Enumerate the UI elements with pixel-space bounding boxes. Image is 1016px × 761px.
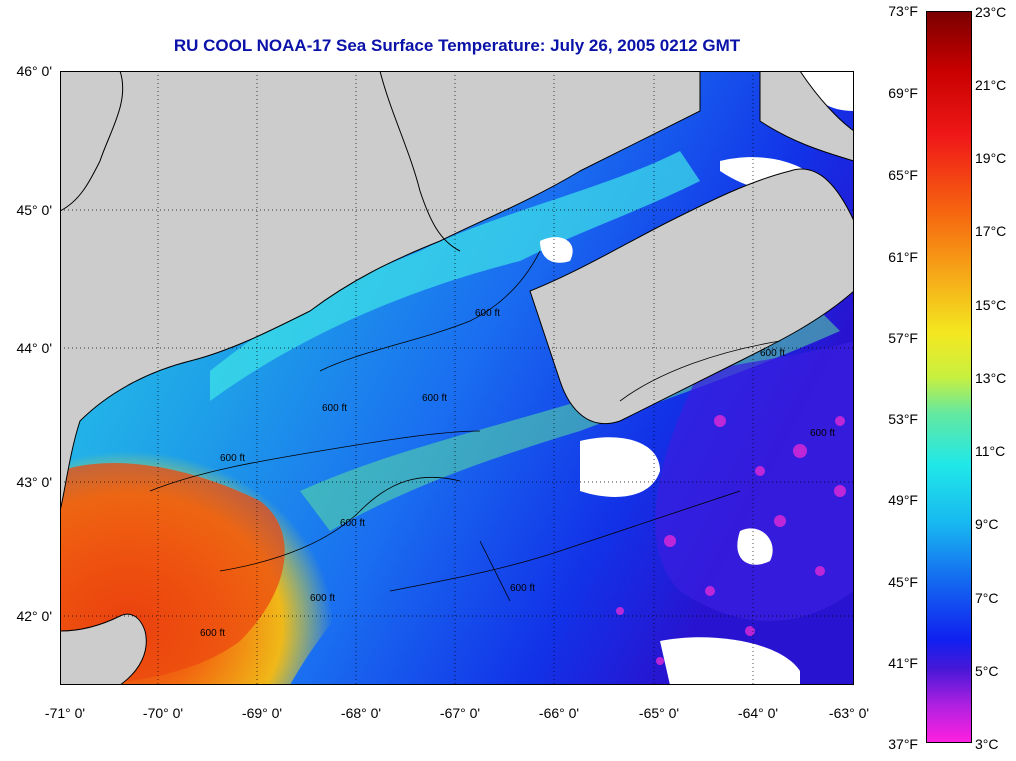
colorbar-f-label: 73°F	[888, 3, 918, 19]
lon-label: -66° 0'	[538, 705, 580, 721]
lat-label: 45° 0'	[16, 202, 52, 218]
land-nova-scotia	[529, 168, 854, 425]
colorbar-c-label: 5°C	[975, 663, 999, 679]
svg-text:600 ft: 600 ft	[760, 348, 785, 359]
land-new-england	[60, 71, 701, 512]
lat-label: 43° 0'	[16, 474, 52, 490]
temperature-colorbar	[926, 11, 972, 743]
svg-text:600 ft: 600 ft	[340, 518, 365, 529]
magenta-spots	[616, 415, 846, 665]
svg-text:600 ft: 600 ft	[422, 393, 447, 404]
map-title: RU COOL NOAA-17 Sea Surface Temperature:…	[173, 36, 741, 55]
colorbar-c-label: 13°C	[975, 370, 1007, 386]
colorbar-c-label: 21°C	[975, 77, 1007, 93]
lon-label: -67° 0'	[439, 705, 481, 721]
colorbar-f-label: 69°F	[888, 85, 918, 101]
colorbar-f-label: 53°F	[888, 411, 918, 427]
colorbar-c-label: 23°C	[975, 4, 1007, 20]
colorbar-c-label: 19°C	[975, 150, 1007, 166]
gridlines	[60, 71, 854, 685]
colorbar-c-label: 15°C	[975, 297, 1007, 313]
lon-label: -71° 0'	[44, 705, 86, 721]
lon-label: -69° 0'	[241, 705, 283, 721]
state-border	[379, 71, 461, 252]
cold-patch	[655, 341, 854, 621]
svg-text:600 ft: 600 ft	[310, 593, 335, 604]
contour-labels: 600 ft 600 ft 600 ft 600 ft 600 ft 600 f…	[200, 308, 835, 639]
lat-label: 46° 0'	[16, 63, 52, 79]
colorbar-c-label: 9°C	[975, 516, 999, 532]
lon-label: -70° 0'	[142, 705, 184, 721]
svg-text:600 ft: 600 ft	[510, 583, 535, 594]
lon-label: -68° 0'	[340, 705, 382, 721]
lon-label: -64° 0'	[737, 705, 779, 721]
depth-contours	[149, 250, 781, 602]
colorbar-c-label: 7°C	[975, 590, 999, 606]
land-cape-cod	[60, 613, 147, 685]
colorbar-c-label: 3°C	[975, 736, 999, 752]
colorbar-c-label: 11°C	[975, 443, 1006, 459]
svg-text:600 ft: 600 ft	[200, 628, 225, 639]
colorbar-f-label: 61°F	[888, 249, 918, 265]
svg-text:600 ft: 600 ft	[475, 308, 500, 319]
colorbar-f-label: 57°F	[888, 330, 918, 346]
colorbar-f-label: 49°F	[888, 492, 918, 508]
lon-label: -65° 0'	[638, 705, 680, 721]
map-frame	[60, 71, 854, 685]
colorbar-f-label: 45°F	[888, 574, 918, 590]
svg-text:600 ft: 600 ft	[810, 428, 835, 439]
lat-label: 44° 0'	[16, 340, 52, 356]
lon-label: -63° 0'	[828, 705, 870, 721]
colorbar-c-label: 17°C	[975, 223, 1007, 239]
sst-map: 600 ft 600 ft 600 ft 600 ft 600 ft 600 f…	[60, 71, 854, 685]
lat-label: 42° 0'	[16, 608, 52, 624]
colorbar-f-label: 41°F	[888, 655, 918, 671]
land-ne	[759, 71, 854, 162]
colorbar-f-label: 37°F	[888, 736, 918, 752]
cyan-band	[210, 151, 700, 401]
svg-text:600 ft: 600 ft	[322, 403, 347, 414]
svg-text:600 ft: 600 ft	[220, 453, 245, 464]
colorbar-f-label: 65°F	[888, 167, 918, 183]
state-border	[60, 71, 124, 212]
